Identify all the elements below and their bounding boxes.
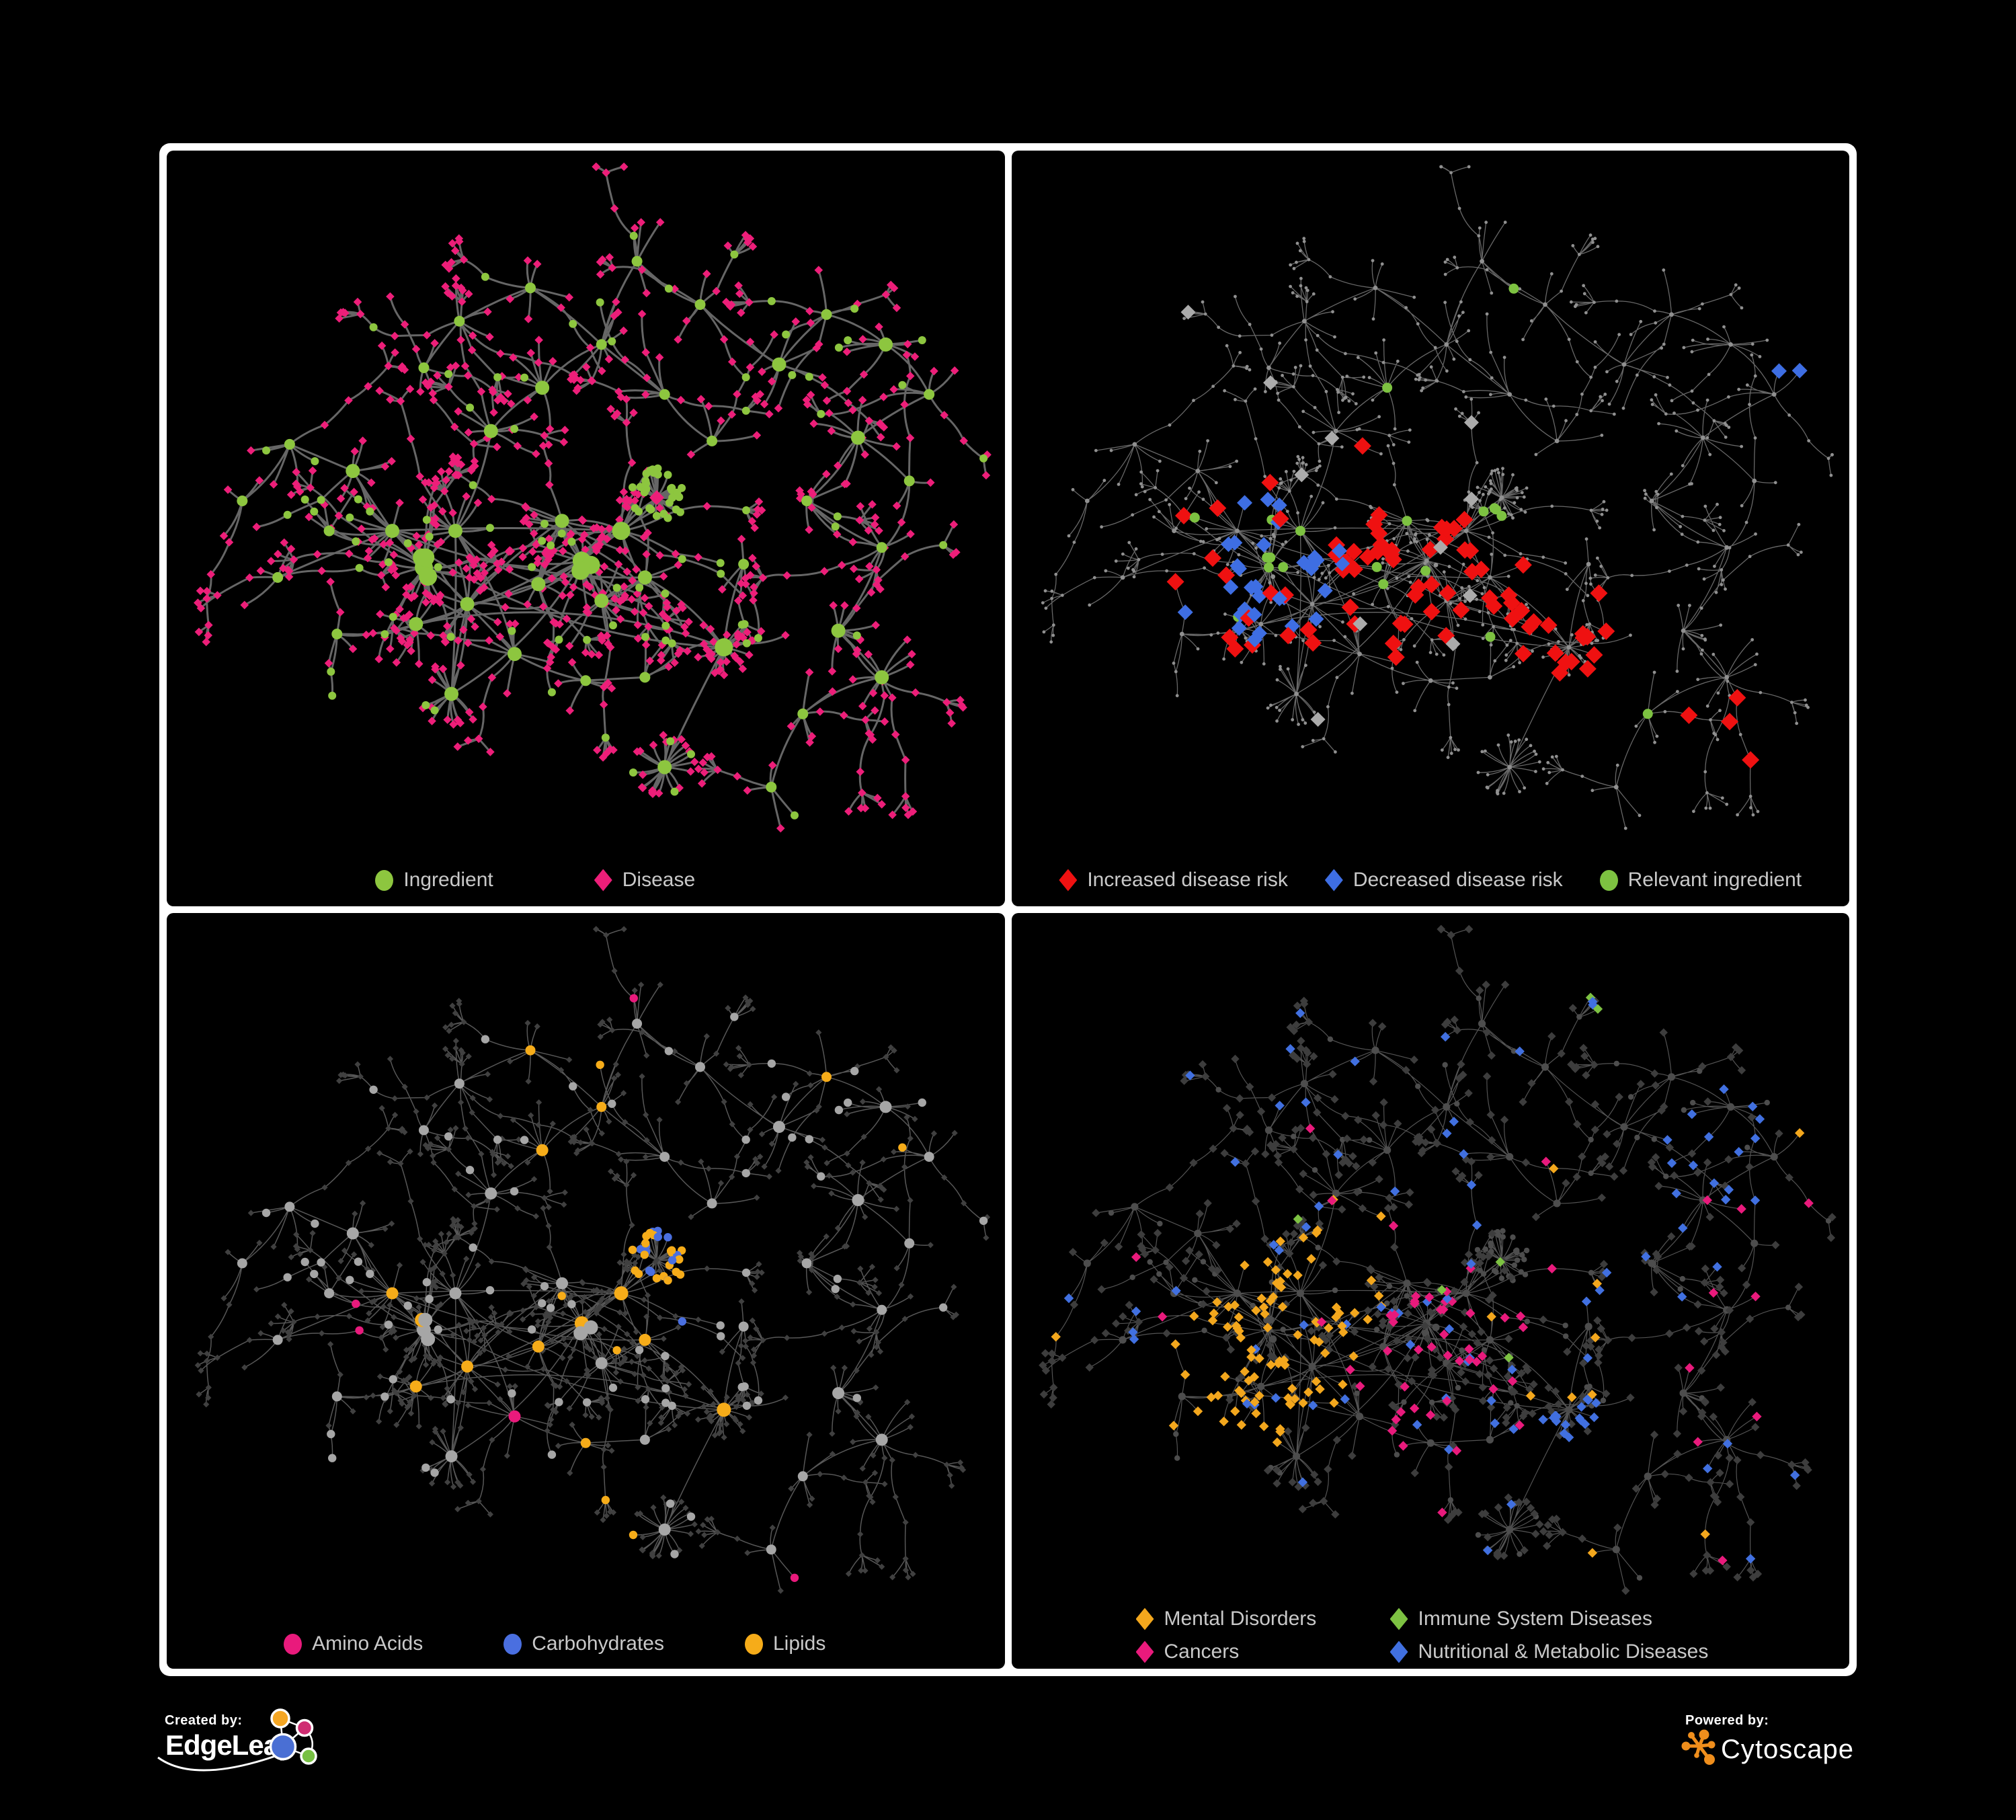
network-graph-ingredient-classes [194, 926, 991, 1594]
increased-risk-marker-icon [1059, 869, 1078, 892]
legend-item: Amino Acids [284, 1632, 423, 1655]
metabolic-diseases-marker-icon [1389, 1640, 1408, 1663]
panel-disease-risk: Increased disease risk Decreased disease… [1011, 151, 1850, 906]
legend-label: Amino Acids [312, 1632, 424, 1655]
relevant-ingredient-marker-icon [1599, 869, 1618, 891]
legend-item: Cancers [1135, 1640, 1390, 1663]
legend-item: Lipids [744, 1632, 826, 1655]
legend-disease-classes: Mental Disorders Immune System Diseases … [1135, 1608, 1709, 1663]
legend-label: Relevant ingredient [1627, 869, 1802, 891]
legend-item: Nutritional & Metabolic Diseases [1389, 1640, 1709, 1663]
legend-item: Decreased disease risk [1324, 869, 1563, 892]
panel-ingredient-disease: Ingredient Disease [167, 151, 1005, 906]
panel-ingredient-classes: Amino Acids Carbohydrates Lipids [167, 913, 1005, 1669]
legend-label: Cancers [1164, 1640, 1240, 1663]
network-graph-disease-risk [1041, 165, 1834, 830]
edgeleap-brand: EdgeLeap [165, 1729, 296, 1761]
legend-label: Nutritional & Metabolic Diseases [1418, 1640, 1709, 1663]
carbohydrates-marker-icon [503, 1633, 522, 1655]
legend-label: Mental Disorders [1164, 1608, 1317, 1630]
legend-item: Ingredient [375, 869, 493, 892]
legend-label: Decreased disease risk [1353, 869, 1563, 891]
legend-label: Carbohydrates [532, 1632, 664, 1655]
immune-diseases-marker-icon [1389, 1608, 1408, 1630]
powered-by-label: Powered by: [1685, 1713, 1769, 1728]
legend-item: Increased disease risk [1059, 869, 1288, 892]
lipids-marker-icon [744, 1633, 763, 1655]
legend-item: Disease [594, 869, 695, 892]
legend-label: Lipids [772, 1632, 826, 1655]
cytoscape-brand: Cytoscape [1721, 1735, 1854, 1764]
created-by-label: Created by: [165, 1713, 243, 1728]
legend-ingredient-disease: Ingredient Disease [167, 869, 955, 892]
legend-item: Mental Disorders [1135, 1608, 1390, 1630]
legend-disease-risk: Increased disease risk Decreased disease… [1012, 869, 1850, 892]
legend-label: Increased disease risk [1087, 869, 1288, 891]
network-graph-disease-classes [1038, 924, 1837, 1595]
panel-disease-classes: Mental Disorders Immune System Diseases … [1011, 913, 1849, 1669]
network-graph-ingredient-disease [194, 162, 992, 833]
legend-item: Relevant ingredient [1599, 869, 1802, 892]
cancers-marker-icon [1135, 1640, 1154, 1663]
decreased-risk-marker-icon [1324, 869, 1343, 892]
legend-ingredient-classes: Amino Acids Carbohydrates Lipids [167, 1632, 974, 1655]
legend-label: Immune System Diseases [1418, 1608, 1652, 1630]
disease-marker-icon [594, 869, 612, 892]
legend-item: Carbohydrates [503, 1632, 664, 1655]
amino-acids-marker-icon [284, 1633, 303, 1655]
legend-label: Ingredient [403, 869, 493, 891]
legend-label: Disease [622, 869, 696, 891]
ingredient-marker-icon [375, 869, 394, 891]
legend-item: Immune System Diseases [1389, 1608, 1709, 1630]
mental-disorders-marker-icon [1135, 1608, 1154, 1630]
four-panel-figure: Ingredient Disease Increased disease ris… [159, 143, 1857, 1676]
